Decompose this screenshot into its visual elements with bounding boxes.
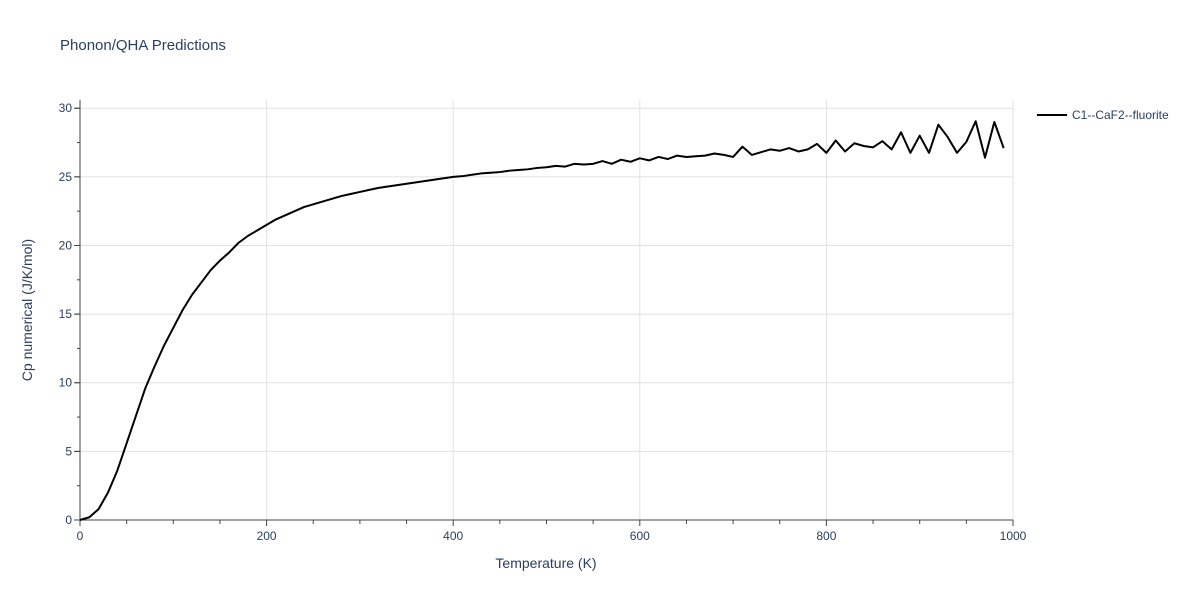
y-tick-label: 15 — [59, 307, 73, 321]
x-tick-label: 1000 — [1000, 529, 1027, 543]
x-tick-label: 400 — [443, 529, 463, 543]
y-tick-label: 10 — [59, 376, 73, 390]
y-axis-title: Cp numerical (J/K/mol) — [19, 239, 35, 381]
series-line[interactable] — [79, 120, 1005, 521]
x-tick-label: 800 — [816, 529, 836, 543]
x-axis-title: Temperature (K) — [495, 555, 596, 571]
grid-lines — [80, 100, 1014, 520]
y-tick-label: 30 — [59, 101, 73, 115]
x-tick-label: 0 — [77, 529, 84, 543]
chart-title: Phonon/QHA Predictions — [60, 37, 226, 54]
legend-label: C1--CaF2--fluorite — [1072, 108, 1169, 122]
y-tick-label: 5 — [65, 444, 72, 458]
y-tick-label: 0 — [65, 513, 72, 527]
y-tick-label: 20 — [59, 238, 73, 252]
x-tick-label: 600 — [630, 529, 650, 543]
axes: 0 5 10 15 20 25 30 0 200 400 600 800 1000 — [59, 100, 1027, 543]
legend[interactable]: C1--CaF2--fluorite — [1037, 108, 1169, 122]
series-layer — [79, 120, 1005, 521]
y-tick-label: 25 — [59, 170, 73, 184]
x-tick-label: 200 — [257, 529, 277, 543]
